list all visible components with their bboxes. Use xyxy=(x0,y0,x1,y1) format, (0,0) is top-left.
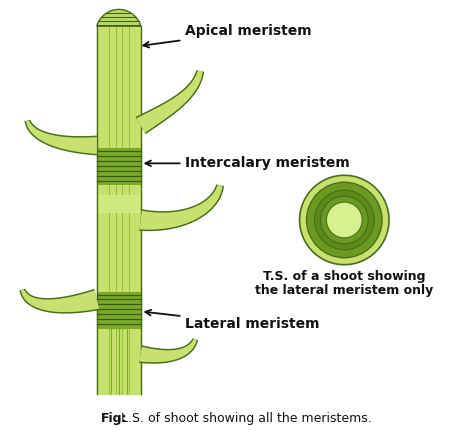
Polygon shape xyxy=(136,71,203,133)
Polygon shape xyxy=(97,26,141,394)
Polygon shape xyxy=(19,289,100,313)
Circle shape xyxy=(300,175,389,265)
Polygon shape xyxy=(136,70,204,134)
Circle shape xyxy=(307,182,382,258)
Polygon shape xyxy=(25,120,97,155)
Text: Fig:: Fig: xyxy=(101,412,128,425)
Polygon shape xyxy=(97,9,141,26)
Polygon shape xyxy=(21,289,99,312)
Polygon shape xyxy=(139,184,224,231)
Text: Apical meristem: Apical meristem xyxy=(143,24,312,48)
Bar xyxy=(97,195,141,213)
Text: Lateral meristem: Lateral meristem xyxy=(146,310,320,331)
Circle shape xyxy=(327,202,362,238)
Polygon shape xyxy=(139,338,198,364)
Polygon shape xyxy=(139,185,223,230)
Bar xyxy=(97,148,141,185)
Text: L.S. of shoot showing all the meristems.: L.S. of shoot showing all the meristems. xyxy=(121,412,372,425)
Polygon shape xyxy=(26,120,97,154)
Text: Intercalary meristem: Intercalary meristem xyxy=(146,157,350,170)
Circle shape xyxy=(320,196,368,244)
Polygon shape xyxy=(139,339,197,362)
Text: the lateral meristem only: the lateral meristem only xyxy=(255,283,433,296)
Bar xyxy=(97,292,141,329)
Circle shape xyxy=(315,190,374,250)
Text: T.S. of a shoot showing: T.S. of a shoot showing xyxy=(263,270,426,283)
